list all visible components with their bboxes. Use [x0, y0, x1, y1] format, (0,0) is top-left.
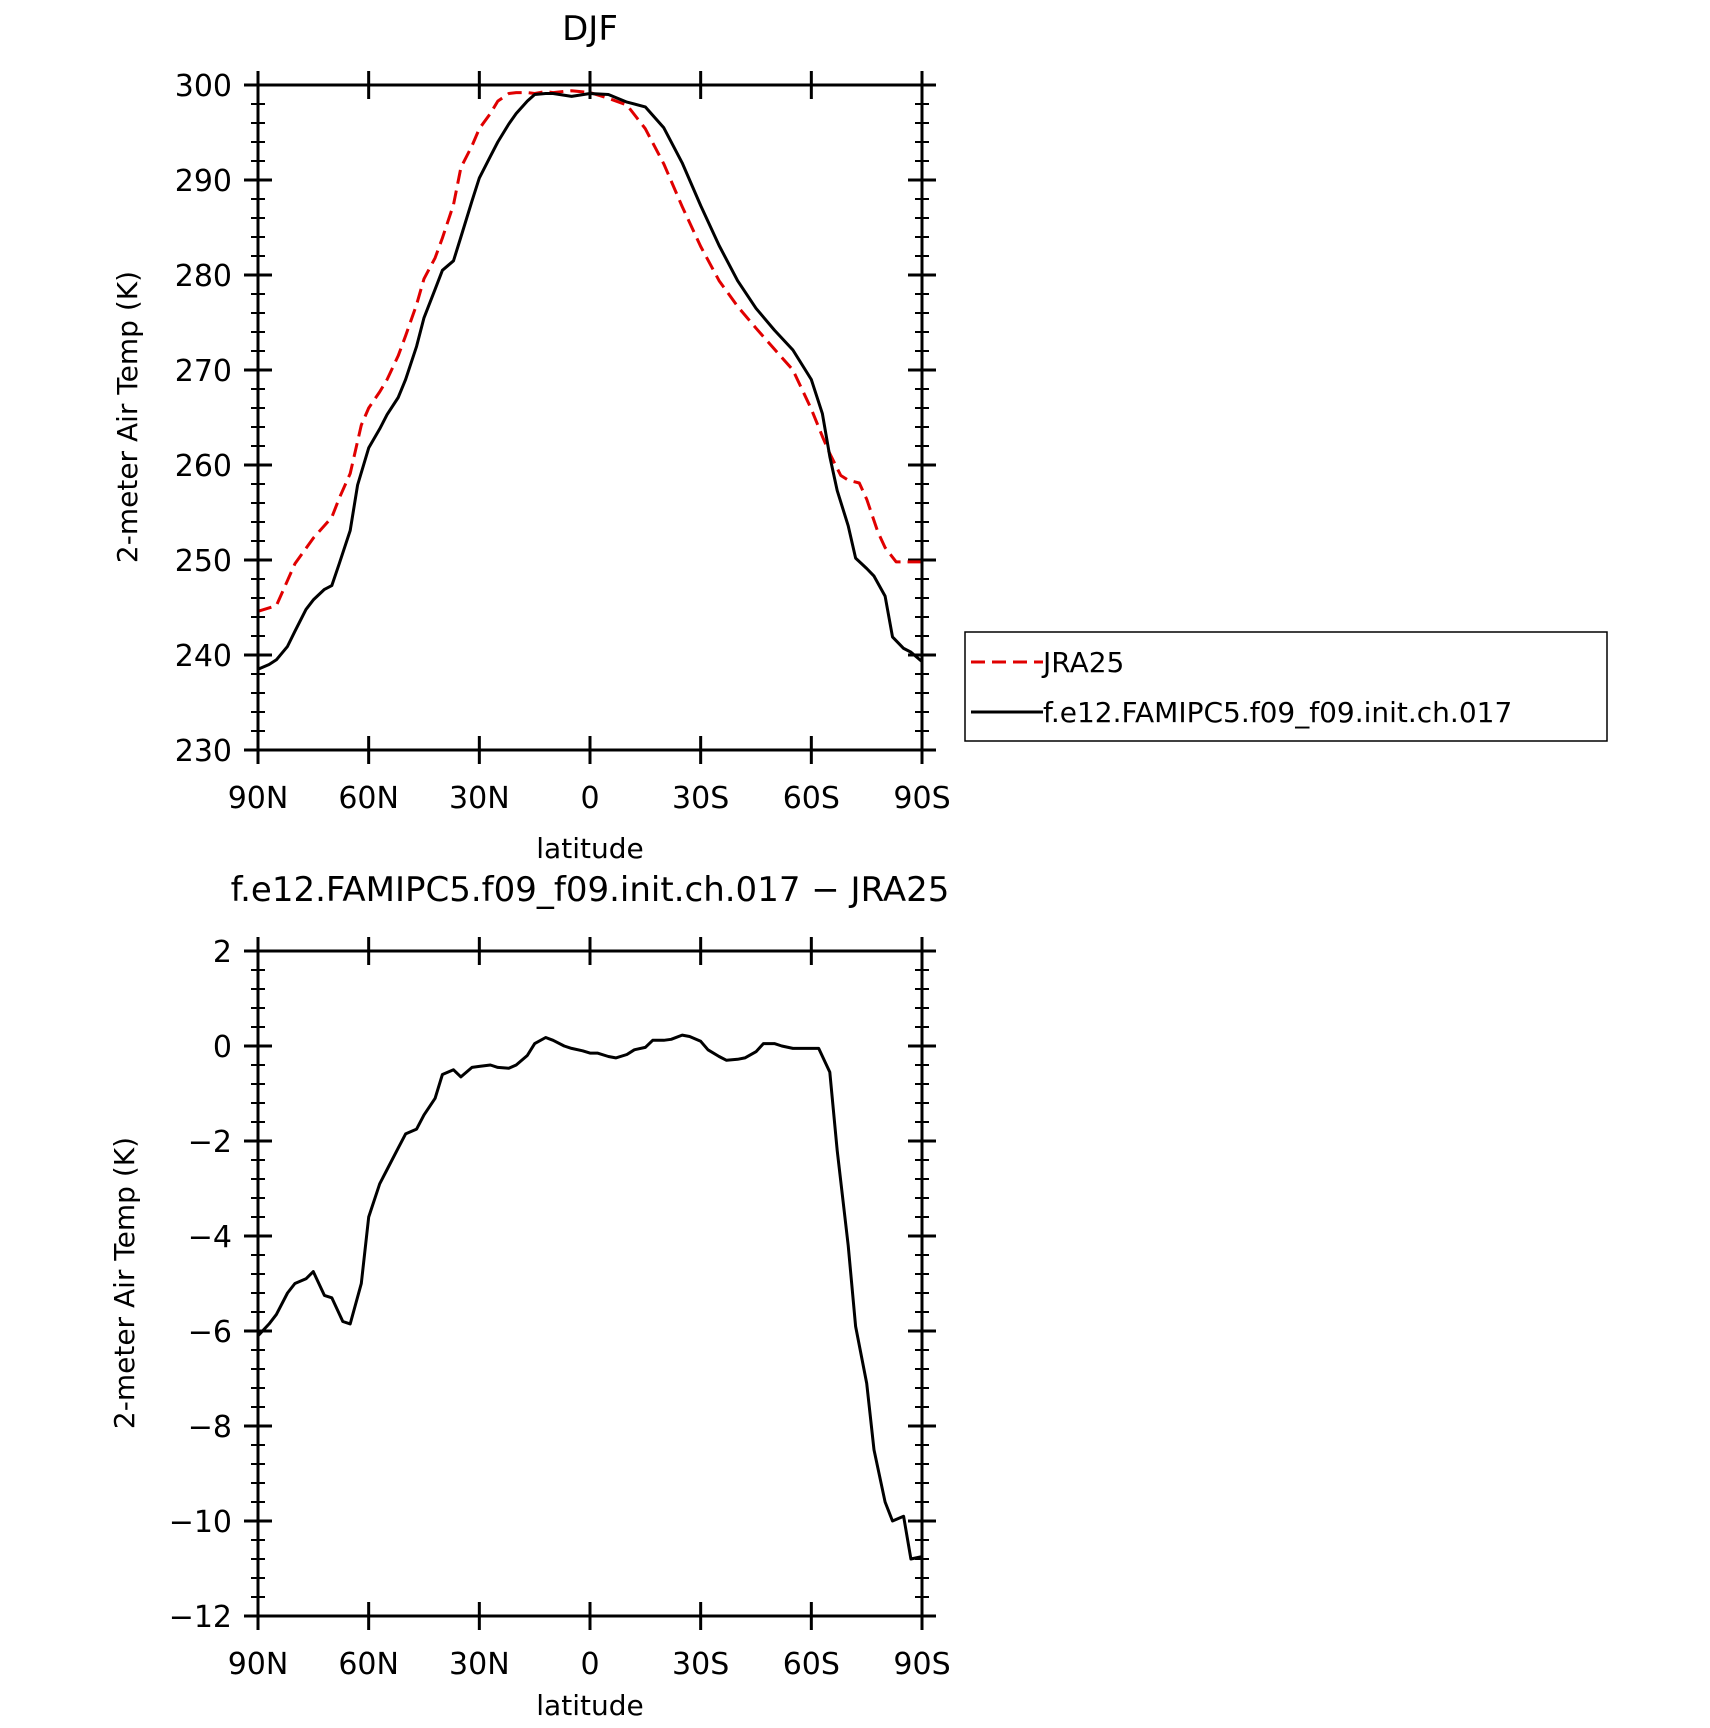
y-tick-label: 2	[213, 935, 232, 970]
plot-frame	[256, 949, 924, 1618]
legend-label-model: f.e12.FAMIPC5.f09_f09.init.ch.017	[1043, 696, 1512, 729]
axis-ticks	[244, 937, 936, 1630]
y-tick-label: 0	[213, 1030, 232, 1065]
y-tick-label: 300	[175, 69, 232, 104]
x-tick-label: 60S	[783, 781, 840, 816]
x-axis-label: latitude	[536, 1689, 643, 1722]
x-tick-labels: 90N 60N 30N 0 30S 60S 90S	[228, 781, 951, 816]
x-tick-label: 90S	[893, 1647, 950, 1682]
axis-ticks	[244, 71, 936, 764]
x-tick-label: 30N	[449, 1647, 510, 1682]
panel-djf: DJF 230 240 250 260 270 280 290 300 90N 60N 30N 0 3…	[111, 9, 951, 865]
x-tick-label: 60S	[783, 1647, 840, 1682]
x-tick-label: 30N	[449, 781, 510, 816]
series-group	[256, 1033, 923, 1561]
series-f-e12-famipc5-f09-f09-init-ch-017-line	[257, 92, 923, 671]
y-tick-label: 270	[175, 354, 232, 389]
legend-box	[964, 631, 1608, 742]
x-tick-label: 0	[580, 1647, 599, 1682]
x-tick-labels: 90N 60N 30N 0 30S 60S 90S	[228, 1647, 951, 1682]
plot-frame	[256, 83, 924, 752]
y-tick-label: −8	[188, 1410, 232, 1445]
x-tick-label: 90N	[228, 781, 289, 816]
y-tick-label: −12	[169, 1600, 232, 1635]
legend-label-jra25: JRA25	[1041, 646, 1124, 679]
y-tick-label: 280	[175, 259, 232, 294]
series-jra25-line	[257, 89, 922, 613]
y-tick-label: 260	[175, 449, 232, 484]
legend: JRA25 f.e12.FAMIPC5.f09_f09.init.ch.017	[964, 631, 1608, 742]
x-tick-label: 30S	[672, 781, 729, 816]
y-tick-labels: 230 240 250 260 270 280 290 300	[175, 69, 232, 769]
x-tick-label: 60N	[338, 781, 399, 816]
x-tick-label: 30S	[672, 1647, 729, 1682]
y-tick-label: −6	[188, 1315, 232, 1350]
x-tick-label: 90S	[893, 781, 950, 816]
y-tick-label: −10	[169, 1505, 232, 1540]
series-group	[257, 89, 923, 671]
y-tick-label: −2	[188, 1125, 232, 1160]
x-tick-label: 0	[580, 781, 599, 816]
y-axis-label: 2-meter Air Temp (K)	[108, 1137, 141, 1429]
x-tick-label: 60N	[338, 1647, 399, 1682]
y-axis-label: 2-meter Air Temp (K)	[111, 271, 144, 563]
panel-title: DJF	[562, 9, 618, 49]
y-tick-label: −4	[188, 1220, 232, 1255]
x-axis-label: latitude	[536, 832, 643, 865]
panel-title: f.e12.FAMIPC5.f09_f09.init.ch.017 − JRA2…	[231, 870, 950, 910]
panel-difference: f.e12.FAMIPC5.f09_f09.init.ch.017 − JRA2…	[108, 870, 951, 1722]
series-difference-line	[256, 1033, 923, 1561]
y-tick-label: 230	[175, 734, 232, 769]
y-tick-label: 290	[175, 164, 232, 199]
x-tick-label: 90N	[228, 1647, 289, 1682]
y-tick-label: 240	[175, 639, 232, 674]
y-tick-label: 250	[175, 544, 232, 579]
y-tick-labels: −12 −10 −8 −6 −4 −2 0 2	[169, 935, 232, 1635]
